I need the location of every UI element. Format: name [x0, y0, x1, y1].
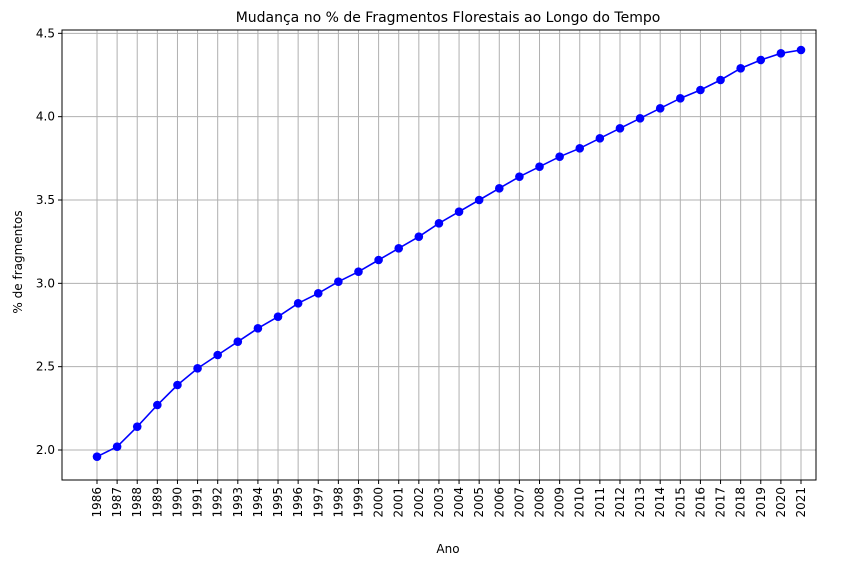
data-point: [233, 337, 243, 346]
data-point: [575, 144, 585, 153]
data-point: [716, 75, 725, 85]
x-tick-label: 2020: [774, 487, 788, 518]
data-point: [293, 299, 303, 308]
data-point: [454, 207, 464, 216]
x-tick-label: 2006: [492, 487, 506, 518]
data-point: [535, 162, 544, 171]
data-point: [173, 380, 182, 390]
data-point: [414, 232, 424, 241]
data-point: [756, 55, 766, 65]
x-tick-label: 2016: [693, 487, 707, 518]
x-tick-label: 1997: [311, 487, 325, 518]
x-tick-label: 2002: [412, 487, 426, 518]
y-tick-label: 3.0: [36, 276, 55, 290]
x-tick-label: 2013: [633, 487, 647, 518]
x-tick-label: 2015: [673, 487, 687, 518]
data-point: [776, 49, 786, 58]
data-point: [595, 134, 605, 143]
data-point: [434, 219, 444, 228]
data-point: [273, 312, 283, 321]
x-tick-label: 2018: [734, 487, 748, 518]
x-tick-label: 2021: [794, 487, 808, 518]
x-tick-label: 1986: [90, 487, 104, 518]
data-point: [494, 184, 504, 193]
x-tick-label: 1995: [271, 487, 285, 518]
x-tick-label: 1987: [110, 487, 124, 518]
data-point: [374, 255, 383, 265]
x-tick-label: 1990: [170, 487, 184, 518]
data-point: [796, 45, 806, 55]
data-point: [153, 400, 162, 410]
y-axis-label: % de fragmentos: [11, 210, 25, 313]
data-point: [112, 442, 122, 451]
data-point: [193, 364, 202, 373]
data-point: [676, 94, 685, 103]
x-axis-label: Ano: [436, 542, 459, 556]
chart-title: Mudança no % de Fragmentos Florestais ao…: [236, 10, 661, 26]
data-point: [92, 452, 102, 461]
data-point: [736, 64, 745, 73]
data-point: [132, 422, 142, 431]
x-tick-label: 2005: [472, 487, 486, 518]
data-point: [615, 124, 625, 133]
y-tick-label: 4.0: [36, 110, 55, 124]
grid-lines: [62, 30, 816, 480]
y-tick-label: 2.0: [36, 443, 55, 457]
x-tick-label: 1989: [150, 487, 164, 518]
x-tick-label: 1992: [211, 487, 225, 518]
x-tick-label: 2011: [593, 487, 607, 518]
x-tick-label: 2000: [372, 487, 386, 518]
y-tick-label: 4.5: [36, 26, 55, 40]
x-tick-label: 1991: [191, 487, 205, 518]
data-point: [696, 85, 705, 95]
x-tick-label: 2012: [613, 487, 627, 518]
x-tick-label: 1994: [251, 487, 265, 518]
x-tick-label: 1998: [331, 487, 345, 518]
x-axis-ticks: 1986 1987 1988 1989 1990 1991 1992 1993 1994 1995…: [90, 480, 808, 518]
x-tick-label: 2004: [452, 487, 466, 518]
x-tick-label: 2003: [432, 487, 446, 518]
x-tick-label: 2019: [754, 487, 768, 518]
x-tick-label: 1996: [291, 487, 305, 518]
y-tick-label: 2.5: [36, 360, 55, 374]
x-tick-label: 1999: [351, 487, 365, 518]
series-line: [96, 49, 802, 458]
data-point: [474, 195, 484, 205]
data-point: [334, 277, 343, 286]
x-tick-label: 2001: [392, 487, 406, 518]
data-point: [313, 289, 323, 298]
data-point: [394, 244, 404, 253]
data-series: [92, 45, 806, 461]
y-tick-label: 3.5: [36, 193, 55, 207]
x-tick-label: 2017: [714, 487, 728, 518]
x-tick-label: 2014: [653, 487, 667, 518]
data-point: [515, 172, 524, 181]
data-point: [655, 104, 665, 113]
data-point: [635, 114, 645, 123]
data-point: [213, 350, 222, 360]
x-tick-label: 2007: [512, 487, 526, 518]
data-point: [354, 267, 363, 276]
data-point: [253, 324, 263, 333]
x-tick-label: 2009: [553, 487, 567, 518]
x-tick-label: 2008: [533, 487, 547, 518]
x-tick-label: 1988: [130, 487, 144, 518]
x-tick-label: 1993: [231, 487, 245, 518]
y-axis-ticks: 2.0 2.5 3.0 3.5 4.0 4.5: [36, 26, 62, 457]
data-point: [555, 152, 564, 161]
x-tick-label: 2010: [573, 487, 587, 518]
